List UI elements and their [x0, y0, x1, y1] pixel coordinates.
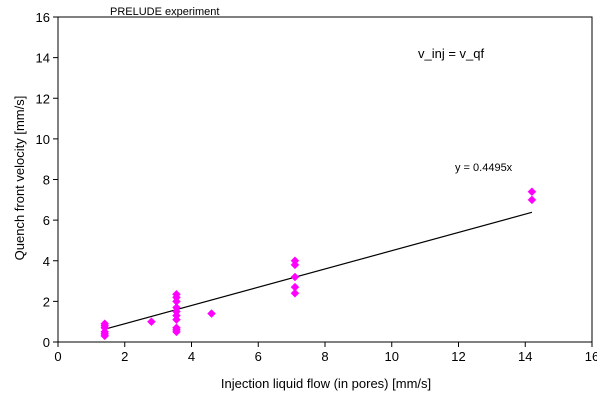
relation-annotation: v_inj = v_qf — [418, 46, 485, 61]
y-tick-label: 8 — [43, 173, 50, 188]
data-point — [172, 289, 181, 299]
data-point — [290, 282, 300, 292]
x-tick-label: 0 — [54, 349, 61, 364]
chart-title: PRELUDE experiment — [110, 6, 219, 18]
x-tick-label: 12 — [451, 349, 465, 364]
data-point — [100, 319, 110, 329]
data-point — [290, 272, 300, 282]
y-tick-label: 0 — [43, 335, 50, 350]
y-tick-label: 14 — [36, 51, 50, 66]
data-points — [100, 187, 537, 341]
data-point — [172, 303, 181, 312]
x-tick-label: 2 — [121, 349, 128, 364]
data-point — [147, 317, 156, 327]
y-tick-label: 16 — [36, 10, 50, 25]
x-tick-label: 14 — [518, 349, 532, 364]
ticks: 0 2 4 6 8 10 12 14 16 0 2 4 6 8 10 12 14 16 — [36, 10, 597, 364]
data-point — [527, 195, 537, 205]
data-point — [207, 309, 216, 318]
data-point — [290, 256, 300, 266]
data-point — [527, 187, 537, 197]
y-tick-label: 2 — [43, 294, 50, 309]
x-tick-label: 16 — [585, 349, 597, 364]
x-tick-label: 6 — [255, 349, 262, 364]
y-tick-label: 4 — [43, 254, 50, 269]
x-tick-label: 4 — [188, 349, 195, 364]
y-tick-label: 12 — [36, 91, 50, 106]
data-point — [290, 288, 300, 298]
trendline-equation: y = 0.4495x — [455, 162, 513, 174]
y-axis-title: Quench front velocity [mm/s] — [12, 96, 27, 261]
x-tick-label: 8 — [321, 349, 328, 364]
y-tick-label: 10 — [36, 132, 50, 147]
x-axis-title: Injection liquid flow (in pores) [mm/s] — [221, 376, 431, 391]
x-tick-label: 10 — [385, 349, 399, 364]
data-point — [172, 323, 181, 333]
y-tick-label: 6 — [43, 213, 50, 228]
